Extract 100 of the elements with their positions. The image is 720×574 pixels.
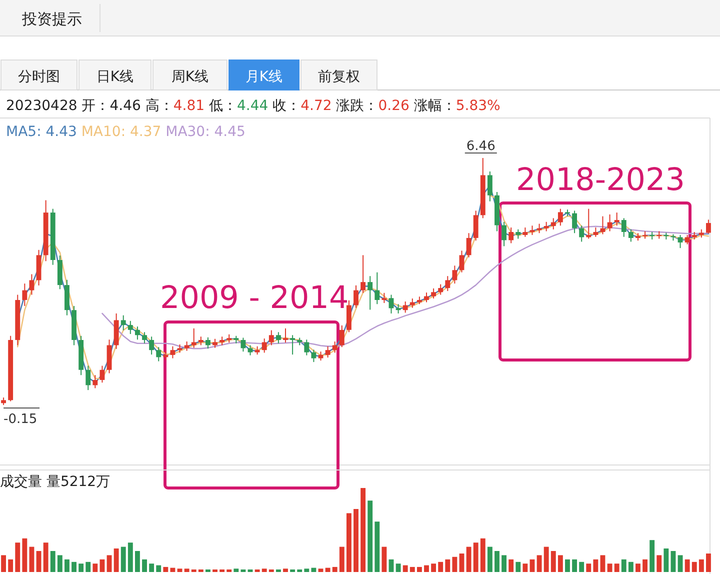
bar [473, 542, 478, 572]
annotation: 6.46 [466, 139, 496, 154]
bar [642, 559, 648, 572]
bar [678, 555, 683, 572]
text: 20230428 开：4.46 高：4.81 低：4.44 收：4.72 涨跌：0.26 涨幅：5.83% [6, 98, 500, 114]
bar [670, 551, 676, 572]
text: 日K线 [96, 69, 134, 85]
bar [650, 540, 655, 572]
candlestick [678, 234, 683, 249]
bar [438, 562, 444, 572]
candlestick [544, 221, 549, 232]
text: MA5: 4.43 [6, 124, 77, 140]
candlestick [184, 340, 190, 352]
candlestick [628, 228, 634, 242]
text: 月K线 [245, 69, 283, 85]
bar [600, 555, 606, 572]
candlestick [268, 330, 274, 346]
candlestick [86, 365, 91, 391]
candlestick [156, 346, 162, 362]
candlestick [579, 225, 584, 242]
candlestick [29, 274, 34, 296]
bar [339, 546, 344, 572]
text: -0.15 [4, 412, 38, 427]
bar [572, 559, 577, 572]
bar [698, 559, 704, 572]
candlestick [522, 227, 528, 238]
bar [502, 555, 507, 572]
bar [43, 542, 48, 572]
candlestick [396, 304, 401, 314]
bar [628, 562, 634, 572]
bar [452, 556, 458, 572]
candlestick [360, 254, 366, 294]
candlestick [388, 294, 394, 314]
candlestick [290, 334, 296, 356]
candlestick [402, 300, 408, 314]
bar [332, 566, 338, 572]
candlestick [466, 232, 472, 258]
bar [220, 569, 225, 572]
bar [262, 568, 267, 572]
candlestick [100, 365, 105, 384]
candlestick [368, 276, 373, 310]
bar [226, 569, 232, 572]
candlestick [205, 336, 210, 350]
candlestick [706, 219, 711, 234]
candlestick [374, 272, 380, 305]
candlestick [424, 292, 429, 303]
chart-title: 成交量 量5212万 [0, 474, 110, 490]
bar [120, 546, 126, 572]
candlestick [311, 349, 316, 363]
candlestick [354, 284, 358, 308]
bar [240, 569, 246, 572]
bar [36, 551, 42, 572]
candlestick [621, 218, 626, 238]
bar [374, 522, 380, 572]
candlestick [550, 218, 556, 230]
bar [664, 548, 669, 572]
bar [170, 568, 176, 572]
candlestick [120, 314, 126, 331]
bar [487, 546, 492, 572]
bar [1, 555, 6, 572]
candlestick [240, 337, 246, 352]
chart-title: 投资提示 [21, 10, 82, 28]
bar [283, 568, 288, 572]
bar [402, 565, 408, 572]
bar [544, 546, 549, 572]
candlestick [558, 208, 563, 226]
candlestick [614, 212, 620, 226]
candlestick [445, 276, 450, 292]
bar [396, 564, 401, 572]
bar [297, 569, 302, 572]
candlestick [191, 328, 196, 348]
bar [579, 562, 584, 572]
bar [163, 566, 168, 572]
bar [466, 546, 472, 572]
bar [522, 564, 528, 572]
bar [508, 559, 514, 572]
candlestick [92, 374, 98, 389]
candlestick [516, 228, 521, 240]
bar [184, 568, 190, 572]
bar [22, 538, 28, 572]
bar [318, 568, 324, 572]
candlestick [332, 340, 338, 354]
bar [360, 488, 366, 572]
bar [550, 551, 556, 572]
text: MA30: 4.45 [161, 124, 246, 140]
bar [15, 542, 20, 572]
bar [128, 542, 133, 572]
bar [607, 564, 612, 572]
bar [50, 551, 56, 572]
candlestick [502, 221, 507, 247]
bar [92, 564, 98, 572]
bar [149, 564, 154, 572]
bar [565, 559, 570, 572]
candlestick [163, 350, 168, 361]
candlestick [149, 336, 154, 356]
bar [431, 564, 436, 572]
bar [410, 566, 415, 572]
candlestick [607, 214, 612, 232]
bar [142, 559, 147, 572]
candlestick [452, 265, 458, 284]
